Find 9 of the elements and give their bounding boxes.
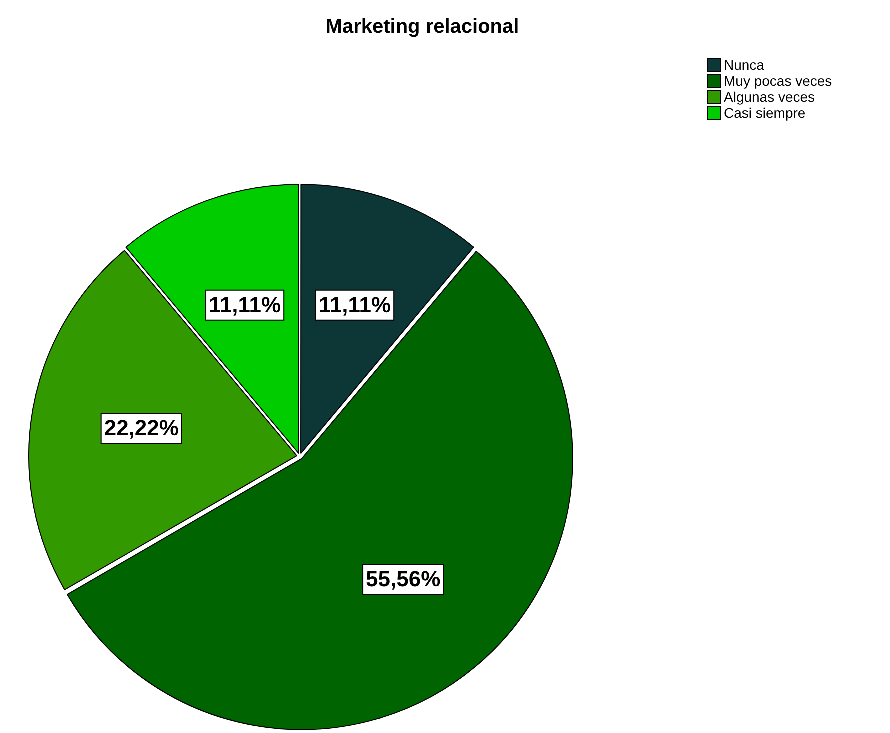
data-label: 11,11% bbox=[208, 292, 282, 318]
legend-label: Nunca bbox=[724, 57, 764, 73]
legend-label: Casi siempre bbox=[724, 105, 806, 121]
data-label: 11,11% bbox=[318, 292, 392, 318]
legend-label: Muy pocas veces bbox=[724, 73, 832, 89]
data-label: 22,22% bbox=[104, 416, 179, 441]
data-label: 55,56% bbox=[366, 566, 441, 592]
legend-label: Algunas veces bbox=[724, 89, 816, 105]
chart-title: Marketing relacional bbox=[324, 16, 520, 39]
